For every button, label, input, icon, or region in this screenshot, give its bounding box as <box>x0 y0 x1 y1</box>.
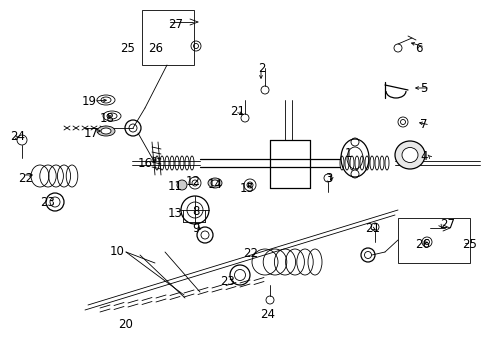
Text: 20: 20 <box>118 318 133 331</box>
Text: 22: 22 <box>18 172 33 185</box>
Circle shape <box>177 180 186 190</box>
Text: 23: 23 <box>220 275 234 288</box>
Text: 2: 2 <box>258 62 265 75</box>
Text: 10: 10 <box>110 245 124 258</box>
Bar <box>142 10 194 65</box>
Text: 26: 26 <box>414 238 429 251</box>
Text: 19: 19 <box>82 95 97 108</box>
Text: 26: 26 <box>148 42 163 55</box>
Bar <box>397 218 469 263</box>
Text: 21: 21 <box>229 105 244 118</box>
Text: 3: 3 <box>325 172 332 185</box>
Text: 25: 25 <box>120 42 135 55</box>
Text: 15: 15 <box>240 182 254 195</box>
Text: 22: 22 <box>243 247 258 260</box>
Text: 25: 25 <box>461 238 476 251</box>
Text: 7: 7 <box>419 118 427 131</box>
Text: 12: 12 <box>185 175 201 188</box>
Text: 18: 18 <box>100 112 115 125</box>
Text: 8: 8 <box>192 205 199 218</box>
Text: 5: 5 <box>419 82 427 95</box>
Text: 13: 13 <box>168 207 183 220</box>
Text: 21: 21 <box>364 222 379 235</box>
Text: 24: 24 <box>10 130 25 143</box>
Ellipse shape <box>207 178 222 188</box>
Ellipse shape <box>210 180 219 186</box>
Text: 27: 27 <box>439 218 454 231</box>
Ellipse shape <box>97 126 115 136</box>
Text: 1: 1 <box>345 147 352 160</box>
Text: 23: 23 <box>40 196 55 209</box>
Ellipse shape <box>401 148 417 162</box>
Text: 24: 24 <box>260 308 274 321</box>
Text: 14: 14 <box>207 178 223 191</box>
Text: 17: 17 <box>84 127 99 140</box>
Text: 27: 27 <box>168 18 183 31</box>
Text: 4: 4 <box>419 150 427 163</box>
Text: 6: 6 <box>414 42 422 55</box>
Ellipse shape <box>101 128 111 134</box>
Ellipse shape <box>394 141 424 169</box>
Text: 9: 9 <box>192 222 199 235</box>
Text: 16: 16 <box>138 157 153 170</box>
Text: 11: 11 <box>168 180 183 193</box>
